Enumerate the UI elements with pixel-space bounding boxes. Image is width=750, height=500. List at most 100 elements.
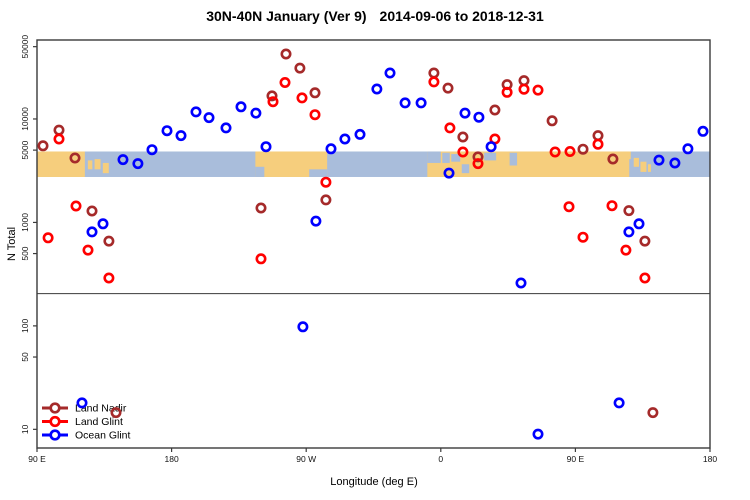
point-land-nadir <box>294 62 306 74</box>
point-land-nadir <box>577 143 589 155</box>
point-ocean-glint <box>399 97 411 109</box>
y-tick-label: 50 <box>20 352 30 362</box>
point-land-nadir <box>518 75 530 87</box>
point-ocean-glint <box>443 167 455 179</box>
map-band-land <box>647 164 651 172</box>
point-ocean-glint <box>132 158 144 170</box>
point-land-glint <box>457 146 469 158</box>
point-land-nadir <box>320 194 332 206</box>
point-land-glint <box>563 201 575 213</box>
y-tick-label: 500 <box>20 246 30 260</box>
point-ocean-glint <box>473 111 485 123</box>
point-land-glint <box>320 176 332 188</box>
map-band-land <box>87 160 93 170</box>
point-ocean-glint <box>203 112 215 124</box>
legend-marker <box>49 429 61 441</box>
map-band-water <box>509 152 518 166</box>
point-ocean-glint <box>339 133 351 145</box>
point-ocean-glint <box>86 226 98 238</box>
point-land-nadir <box>546 115 558 127</box>
plot-border <box>36 39 711 449</box>
legend-marker <box>49 402 61 414</box>
point-land-glint <box>53 133 65 145</box>
point-land-glint <box>309 109 321 121</box>
point-ocean-glint <box>371 83 383 95</box>
map-band-land <box>94 159 101 170</box>
point-land-glint <box>518 83 530 95</box>
point-ocean-glint <box>623 226 635 238</box>
point-ocean-glint <box>117 154 129 166</box>
point-land-nadir <box>623 205 635 217</box>
point-ocean-glint <box>297 321 309 333</box>
point-land-glint <box>296 92 308 104</box>
x-tick-label: 90 W <box>296 454 316 464</box>
point-ocean-glint <box>220 122 232 134</box>
point-ocean-glint <box>161 125 173 137</box>
point-land-glint <box>639 272 651 284</box>
point-ocean-glint <box>250 107 262 119</box>
y-tick-label: 5000 <box>20 140 30 159</box>
point-land-glint <box>444 122 456 134</box>
point-land-nadir <box>428 67 440 79</box>
point-ocean-glint <box>354 128 366 140</box>
plot-title-main: 30N-40N January (Ver 9) <box>206 8 367 24</box>
point-ocean-glint <box>190 106 202 118</box>
point-ocean-glint <box>415 97 427 109</box>
plot-title: 30N-40N January (Ver 9) 2014-09-06 to 201… <box>0 8 750 24</box>
point-land-nadir <box>442 82 454 94</box>
point-ocean-glint <box>532 428 544 440</box>
x-tick-label: 180 <box>165 454 179 464</box>
point-ocean-glint <box>669 157 681 169</box>
point-ocean-glint <box>76 397 88 409</box>
point-land-nadir <box>457 131 469 143</box>
point-land-nadir <box>53 124 65 136</box>
map-band-water <box>461 164 470 174</box>
point-land-nadir <box>69 152 81 164</box>
y-tick-label: 10 <box>20 424 30 434</box>
plot-title-dates: 2014-09-06 to 2018-12-31 <box>379 8 544 24</box>
point-land-glint <box>577 231 589 243</box>
point-ocean-glint <box>325 143 337 155</box>
point-ocean-glint <box>485 141 497 153</box>
point-land-nadir <box>309 87 321 99</box>
point-land-glint <box>42 232 54 244</box>
map-band-water <box>451 154 461 162</box>
point-land-nadir <box>255 202 267 214</box>
point-land-glint <box>564 146 576 158</box>
map-band-land <box>102 162 109 174</box>
point-land-nadir <box>647 407 659 419</box>
point-ocean-glint <box>175 130 187 142</box>
point-land-nadir <box>110 407 122 419</box>
point-land-nadir <box>266 90 278 102</box>
point-land-glint <box>532 84 544 96</box>
x-axis-title: Longitude (deg E) <box>330 476 418 488</box>
y-tick-label: 1000 <box>20 213 30 232</box>
point-land-glint <box>103 272 115 284</box>
map-band-land <box>633 157 639 167</box>
point-land-glint <box>70 200 82 212</box>
map-band-land <box>37 151 85 177</box>
point-land-glint <box>549 146 561 158</box>
point-land-glint <box>267 96 279 108</box>
point-ocean-glint <box>613 397 625 409</box>
map-band-water <box>309 169 328 177</box>
legend-label: Land Glint <box>75 416 123 428</box>
point-land-nadir <box>103 235 115 247</box>
point-ocean-glint <box>146 144 158 156</box>
legend-marker <box>49 415 61 428</box>
point-ocean-glint <box>260 141 272 153</box>
point-land-nadir <box>280 48 292 60</box>
map-band-water <box>484 152 497 161</box>
map-band-land <box>623 151 631 160</box>
map-band-water <box>427 151 441 163</box>
point-land-glint <box>428 76 440 88</box>
x-tick-label: 90 E <box>28 454 46 464</box>
point-ocean-glint <box>97 218 109 230</box>
point-land-nadir <box>37 140 49 152</box>
point-land-nadir <box>489 104 501 116</box>
point-ocean-glint <box>633 218 645 230</box>
point-land-nadir <box>639 235 651 247</box>
x-tick-label: 0 <box>438 454 443 464</box>
